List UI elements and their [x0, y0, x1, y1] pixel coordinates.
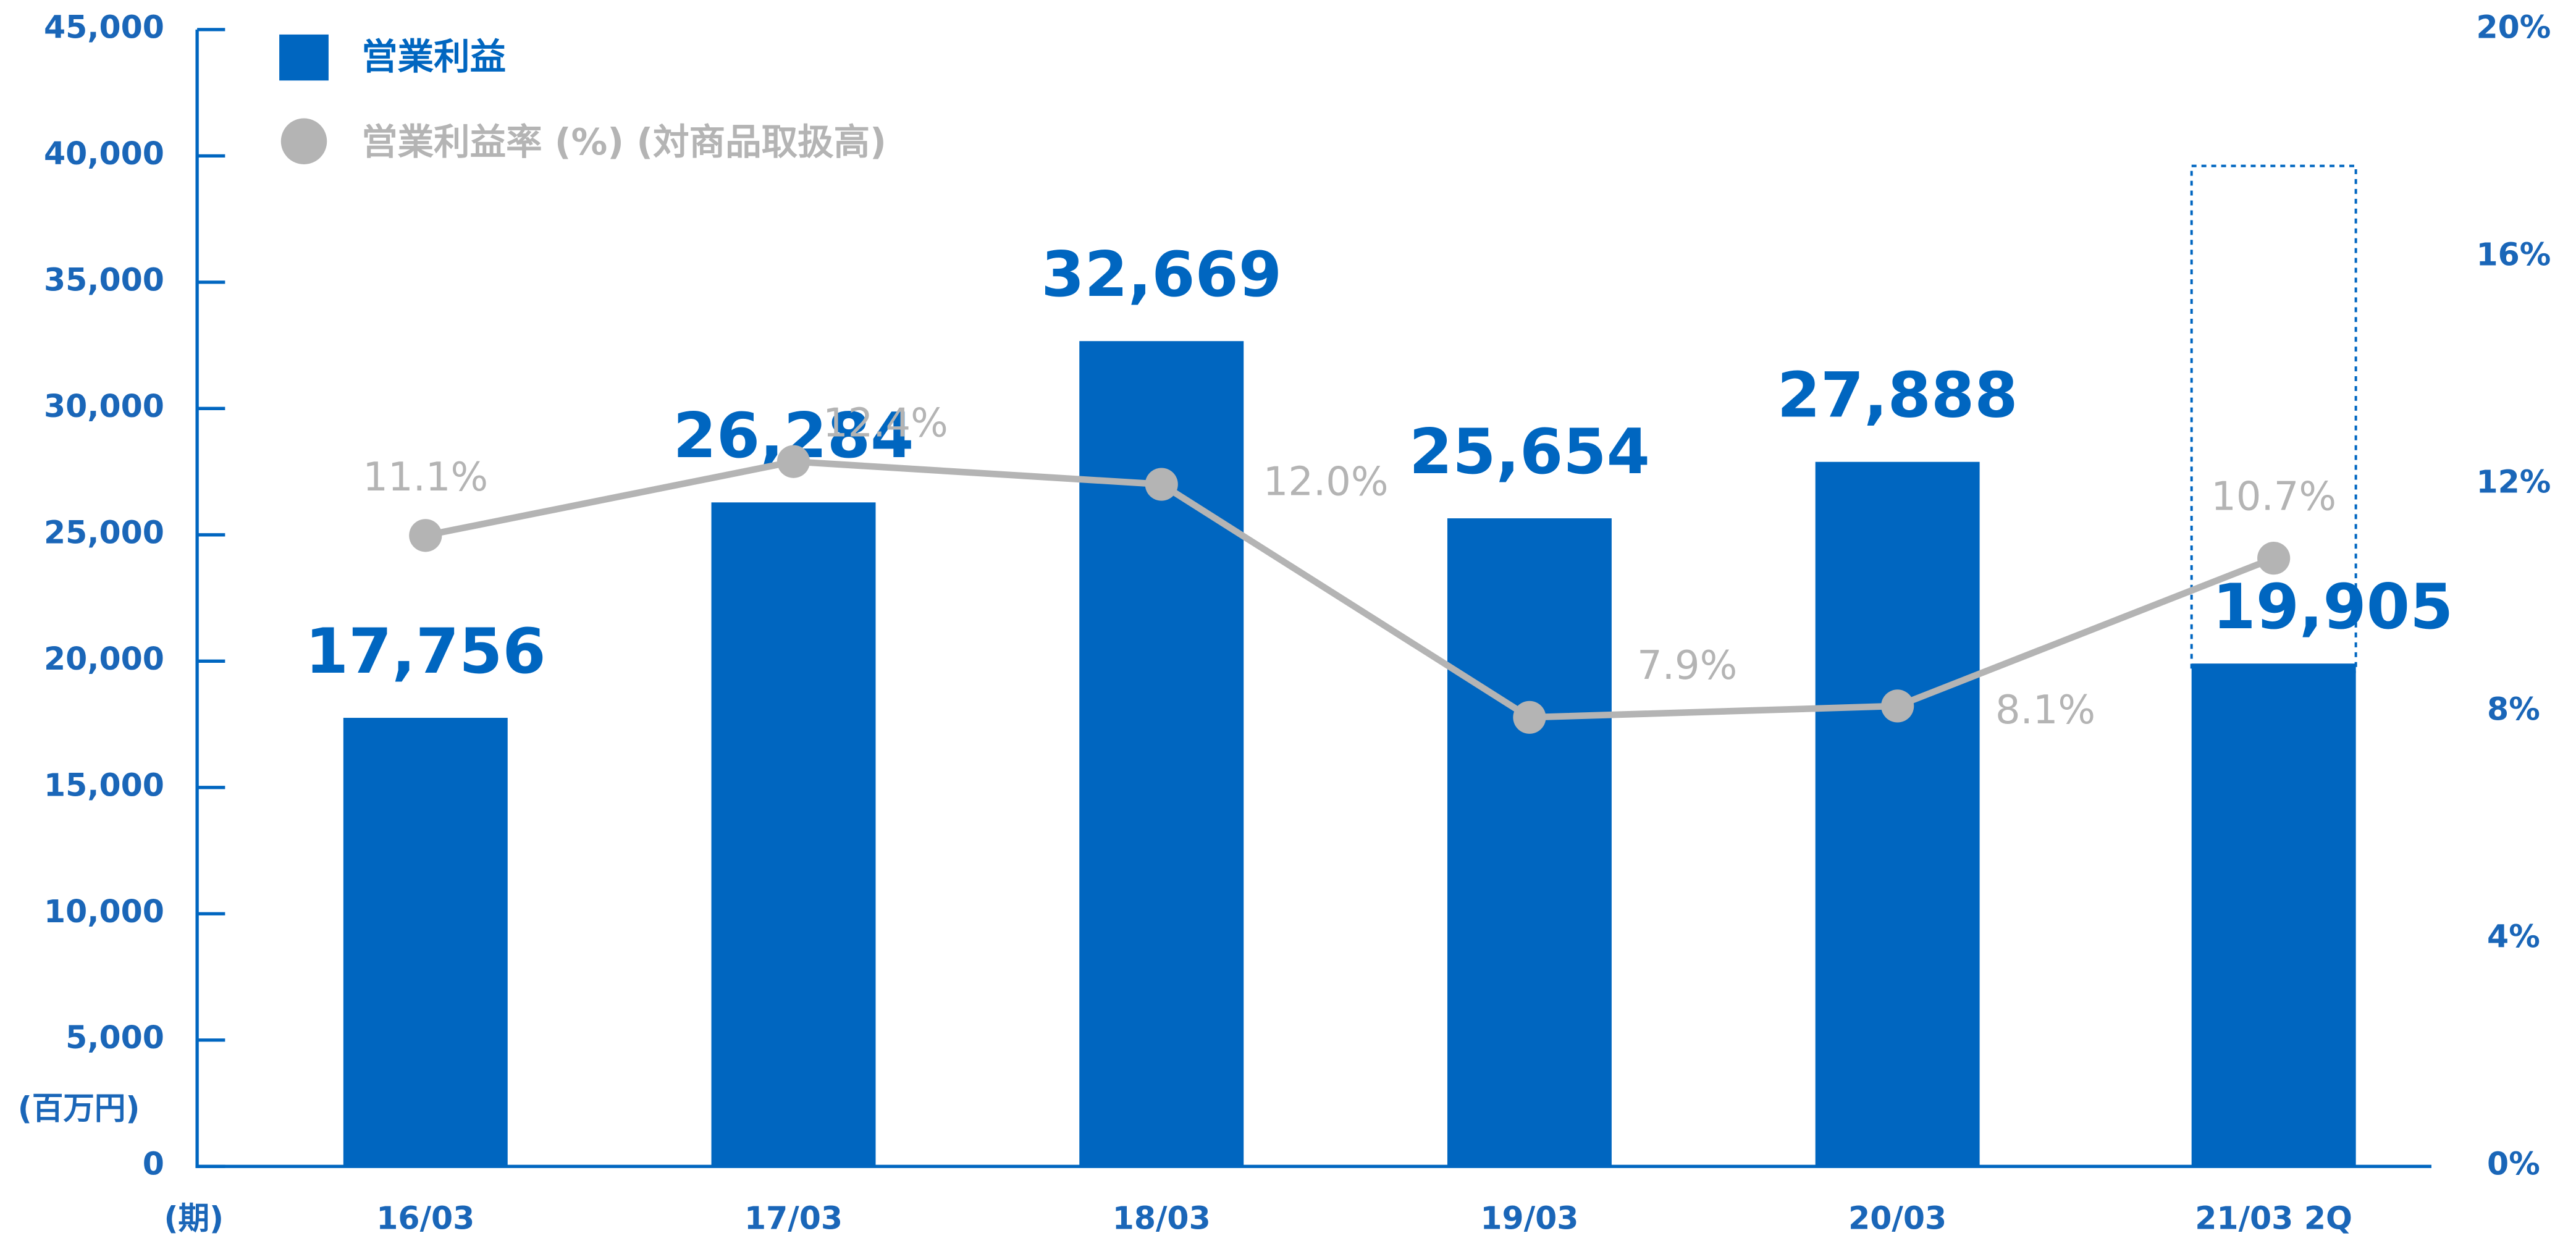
rate-point — [2257, 542, 2291, 575]
y-tick-label: 25,000 — [44, 514, 164, 550]
legend-swatch — [280, 118, 327, 164]
y-tick-label: 40,000 — [44, 135, 164, 172]
bar — [1447, 518, 1612, 1167]
bar — [1815, 461, 1980, 1167]
bar-value-label: 17,756 — [305, 615, 546, 688]
rate-value-label: 12.0% — [1263, 460, 1389, 505]
rate-point — [1145, 468, 1178, 501]
x-tick-label: 20/03 — [1848, 1200, 1947, 1236]
y2-tick-label: 16% — [2476, 236, 2551, 272]
bar-value-label: 27,888 — [1777, 358, 2018, 431]
legend-label: 営業利益 — [361, 36, 506, 78]
y-tick-label: 5,000 — [65, 1019, 164, 1056]
x-tick-label: 16/03 — [376, 1200, 474, 1236]
y-tick-label: 45,000 — [44, 9, 164, 45]
x-tick-label: 18/03 — [1113, 1200, 1211, 1236]
rate-point — [1513, 700, 1546, 734]
bar — [711, 502, 876, 1167]
x-tick-label: 21/03 2Q — [2195, 1200, 2352, 1236]
y-tick-label: 0 — [143, 1146, 164, 1182]
y-tick-label: 30,000 — [44, 388, 164, 424]
rate-value-label: 8.1% — [1995, 688, 2095, 733]
y2-tick-label: 12% — [2476, 464, 2551, 500]
bar-value-label: 32,669 — [1041, 238, 1282, 311]
y2-tick-label: 0% — [2487, 1146, 2540, 1182]
y2-tick-label: 8% — [2487, 691, 2540, 728]
y2-tick-label: 20% — [2476, 9, 2551, 45]
x-tick-label: 19/03 — [1480, 1200, 1578, 1236]
x-axis-label: (期) — [164, 1200, 224, 1236]
bar-value-label: 25,654 — [1409, 415, 1650, 488]
y2-tick-label: 4% — [2487, 919, 2540, 955]
rate-point — [409, 519, 442, 552]
y-tick-label: 15,000 — [44, 767, 164, 803]
rate-value-label: 11.1% — [363, 455, 488, 500]
y-tick-label: 35,000 — [44, 261, 164, 298]
bar — [343, 718, 508, 1167]
y-tick-label: 20,000 — [44, 641, 164, 677]
bar — [2191, 663, 2356, 1167]
rate-value-label: 7.9% — [1637, 643, 1737, 689]
y-tick-label: 10,000 — [44, 893, 164, 930]
y-axis-label: (百万円) — [18, 1090, 140, 1126]
x-tick-label: 17/03 — [744, 1200, 843, 1236]
rate-point — [777, 445, 810, 478]
bar — [1079, 341, 1244, 1167]
rate-value-label: 12.4% — [823, 400, 948, 446]
rate-point — [1881, 689, 1914, 723]
rate-line — [424, 458, 2275, 721]
rate-value-label: 10.7% — [2211, 474, 2336, 520]
legend-label: 営業利益率 (%) (対商品取扱高) — [361, 121, 886, 163]
bar-value-label: 19,905 — [2212, 570, 2453, 643]
legend-swatch — [279, 34, 329, 81]
